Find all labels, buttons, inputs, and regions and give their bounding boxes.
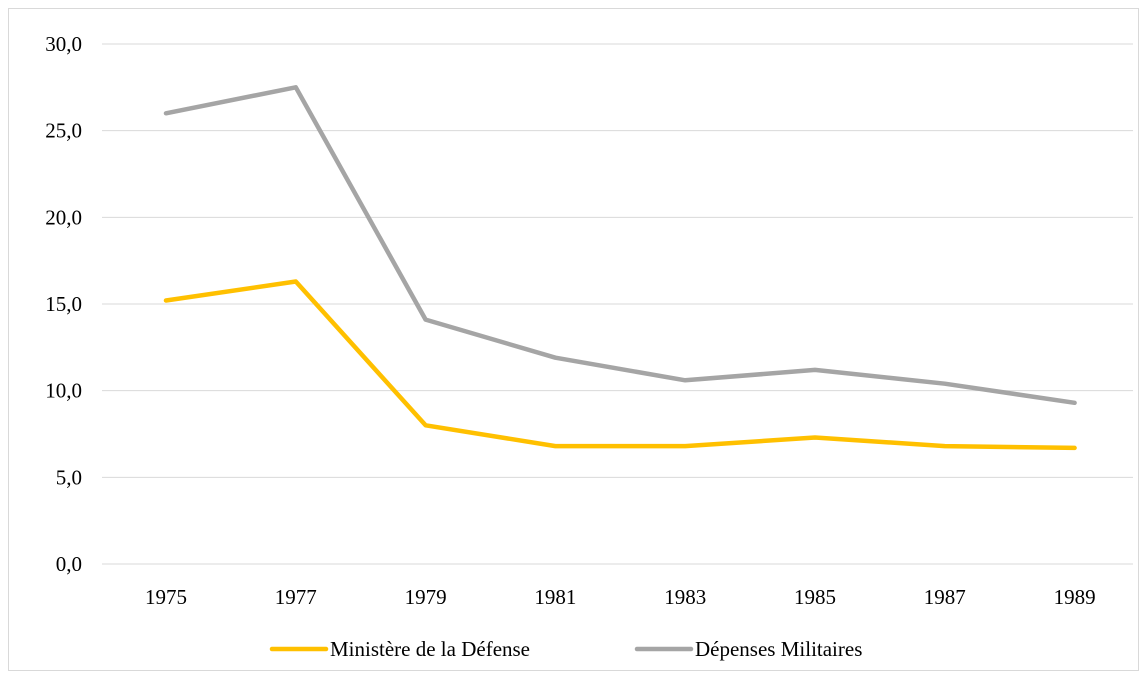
x-tick-label: 1975	[145, 585, 187, 609]
x-tick-label: 1981	[534, 585, 576, 609]
x-tick-label: 1987	[924, 585, 966, 609]
y-tick-label: 5,0	[56, 465, 82, 489]
gridlines	[102, 43, 1133, 565]
series-line-2	[163, 85, 1077, 406]
x-tick-label: 1977	[275, 585, 317, 609]
y-tick-label: 30,0	[45, 32, 82, 56]
x-tick-label: 1979	[405, 585, 447, 609]
y-tick-label: 10,0	[45, 379, 82, 403]
series-lines	[163, 85, 1077, 451]
legend: Ministère de la Défense Dépenses Militair…	[269, 637, 862, 661]
y-axis-ticks: 0,0 5,0 10,0 15,0 20,0 25,0 30,0	[45, 32, 82, 576]
y-tick-label: 15,0	[45, 292, 82, 316]
series-line-1	[163, 279, 1077, 451]
x-tick-label: 1983	[664, 585, 706, 609]
x-tick-label: 1989	[1054, 585, 1096, 609]
y-tick-label: 0,0	[56, 552, 82, 576]
chart-frame	[8, 8, 1139, 671]
x-tick-label: 1985	[794, 585, 836, 609]
x-axis-ticks: 1975 1977 1979 1981 1983 1985 1987 1989	[145, 585, 1096, 609]
legend-label: Ministère de la Défense	[330, 637, 530, 661]
y-tick-label: 25,0	[45, 119, 82, 143]
y-tick-label: 20,0	[45, 205, 82, 229]
legend-label: Dépenses Militaires	[695, 637, 862, 661]
